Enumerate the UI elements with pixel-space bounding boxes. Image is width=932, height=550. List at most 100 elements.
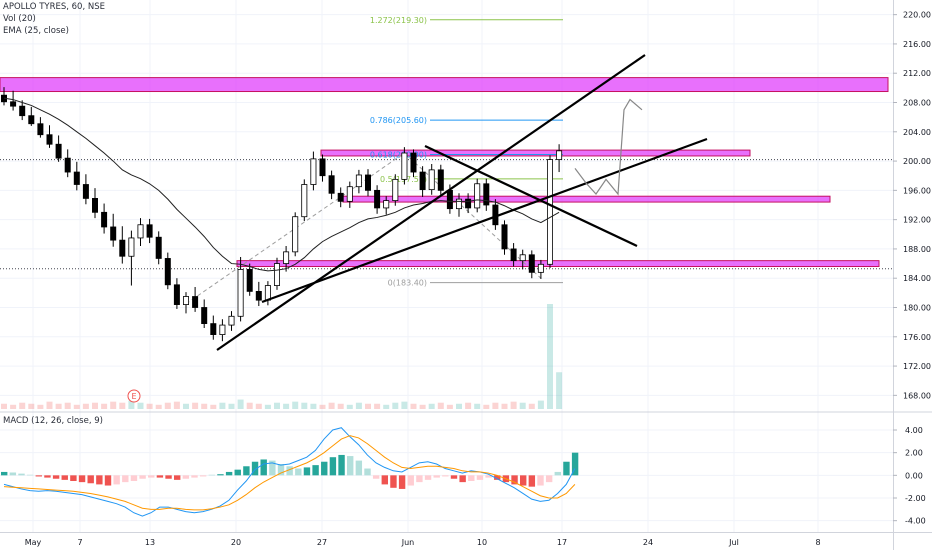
candle-body [465, 198, 472, 209]
macd-histogram-bar [130, 475, 138, 481]
trend-line [261, 137, 708, 304]
candle-body [182, 296, 189, 305]
signal-line [3, 435, 576, 511]
macd-histogram-bar [217, 474, 224, 476]
macd-histogram-bar [511, 475, 518, 485]
macd-histogram-bar [78, 475, 86, 483]
volume-bar [255, 403, 262, 409]
candle-body [37, 123, 44, 136]
macd-histogram-bar [450, 475, 458, 479]
candle-body [201, 307, 208, 325]
volume-bar [146, 403, 153, 409]
fib-trend-line [185, 152, 405, 305]
candle-body [128, 237, 135, 257]
volume-bar [19, 402, 26, 409]
candle-body [519, 254, 526, 262]
macd-histogram-bar [312, 465, 319, 476]
candle-body [210, 323, 217, 335]
volume-bar [28, 403, 35, 409]
candles [0, 87, 563, 342]
fib-trend-line [404, 152, 542, 279]
macd-histogram-bar [251, 461, 259, 476]
volume-bar [210, 404, 217, 409]
time-tick-label: 7 [77, 538, 82, 547]
volume-bar [437, 402, 444, 409]
macd-tick-label: 4.00 [905, 426, 923, 435]
volume-bar [528, 403, 535, 409]
volume-bar [137, 402, 144, 409]
volume-bar [301, 402, 308, 409]
candle-body [46, 134, 53, 145]
fib-level-label: 0.786(205.60) [370, 116, 427, 125]
volume-bar [228, 403, 235, 409]
volume-bar [1, 403, 7, 409]
ema-legend[interactable]: EMA (25, close) [3, 26, 69, 36]
macd-histogram-bar [433, 475, 440, 478]
macd-histogram-bar [537, 475, 544, 486]
candle-body [119, 239, 126, 257]
volume-bar [346, 404, 353, 409]
macd-histogram-bar [165, 475, 172, 479]
price-tick-label: 212.00 [903, 69, 931, 78]
macd-histogram-bar [174, 475, 181, 480]
volume-bar [246, 402, 253, 409]
time-tick-label: 8 [815, 538, 820, 547]
candle-body [474, 183, 481, 209]
macd-histogram-bar [52, 475, 60, 479]
macd-histogram-bar [156, 475, 164, 478]
time-tick-label: 27 [317, 538, 327, 547]
volume-bar [328, 402, 335, 409]
macd-histogram-bar [87, 475, 94, 484]
price-tick-label: 204.00 [903, 128, 931, 137]
candle-body [164, 258, 171, 286]
macd-legend[interactable]: MACD (12, 26, close, 9) [3, 416, 103, 426]
macd-histogram-bar [286, 466, 293, 476]
candle-body [446, 189, 453, 210]
macd-histogram-bar [277, 464, 285, 476]
volume-legend[interactable]: Vol (20) [3, 14, 36, 24]
macd-histogram-bar [390, 475, 397, 488]
volume-bar [101, 403, 108, 409]
fib-level-label: 0(183.40) [388, 279, 427, 288]
volume-bar [419, 404, 426, 409]
macd-histogram-bar [295, 468, 302, 476]
candle-body [401, 152, 408, 180]
macd-histogram-bar [199, 475, 207, 477]
volume-bar [510, 401, 517, 409]
candle-body [383, 200, 390, 209]
macd-tick-label: -4.00 [905, 517, 926, 526]
macd-histogram-bar [494, 475, 501, 480]
macd-histogram-bar [571, 452, 579, 476]
macd-histogram-bar [18, 473, 25, 476]
candle-body [64, 157, 71, 173]
macd-histogram-bar [381, 475, 388, 485]
macd-histogram-bar [545, 475, 553, 483]
time-tick-label: 13 [145, 538, 155, 547]
price-tick-label: 208.00 [903, 99, 931, 108]
time-tick-label: Jul [728, 538, 739, 547]
earnings-marker [127, 389, 141, 403]
macd-histogram-bar [260, 459, 267, 476]
macd-histogram-bar [424, 475, 432, 480]
volume-bar [547, 304, 553, 409]
macd-histogram-bar [563, 461, 570, 476]
fib-level-label: 0.618(200.90) [370, 150, 427, 159]
price-tick-label: 188.00 [903, 245, 931, 254]
candle-body [455, 198, 462, 210]
macd-histogram-bar [338, 454, 345, 476]
candle-body [310, 158, 317, 185]
symbol-legend[interactable]: APOLLO TYRES, 60, NSE [3, 2, 105, 12]
candle-body [374, 189, 381, 209]
volume-bar [474, 403, 481, 409]
macd-histogram-bar [148, 475, 155, 478]
candle-body [110, 226, 117, 241]
volume-bar [365, 403, 371, 409]
candle-body [410, 152, 417, 173]
candle-body [328, 175, 335, 194]
candle-body [537, 263, 544, 273]
volume-bar [537, 400, 544, 409]
volume-bar [274, 402, 280, 409]
candle-body [82, 184, 89, 199]
macd-histogram-bar [329, 457, 337, 476]
